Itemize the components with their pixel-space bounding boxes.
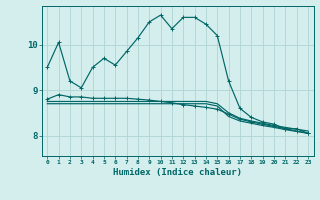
X-axis label: Humidex (Indice chaleur): Humidex (Indice chaleur) bbox=[113, 168, 242, 177]
